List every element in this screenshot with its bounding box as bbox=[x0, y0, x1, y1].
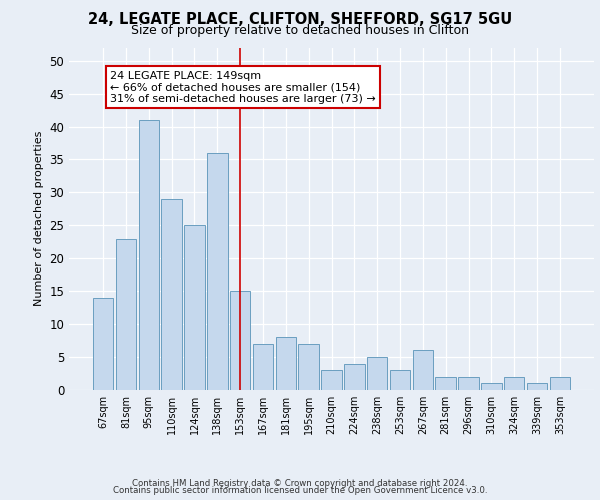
Bar bbox=[298, 344, 319, 390]
Bar bbox=[436, 377, 456, 390]
Bar bbox=[527, 384, 547, 390]
Bar bbox=[481, 384, 502, 390]
Bar bbox=[413, 350, 433, 390]
Bar bbox=[116, 238, 136, 390]
Bar bbox=[321, 370, 342, 390]
Bar bbox=[184, 226, 205, 390]
Text: Size of property relative to detached houses in Clifton: Size of property relative to detached ho… bbox=[131, 24, 469, 37]
Bar bbox=[390, 370, 410, 390]
Bar bbox=[275, 338, 296, 390]
Bar bbox=[550, 377, 570, 390]
Text: Contains HM Land Registry data © Crown copyright and database right 2024.: Contains HM Land Registry data © Crown c… bbox=[132, 478, 468, 488]
Bar bbox=[253, 344, 273, 390]
Bar bbox=[504, 377, 524, 390]
Bar bbox=[93, 298, 113, 390]
Y-axis label: Number of detached properties: Number of detached properties bbox=[34, 131, 44, 306]
Bar bbox=[139, 120, 159, 390]
Bar bbox=[344, 364, 365, 390]
Text: 24, LEGATE PLACE, CLIFTON, SHEFFORD, SG17 5GU: 24, LEGATE PLACE, CLIFTON, SHEFFORD, SG1… bbox=[88, 12, 512, 28]
Text: 24 LEGATE PLACE: 149sqm
← 66% of detached houses are smaller (154)
31% of semi-d: 24 LEGATE PLACE: 149sqm ← 66% of detache… bbox=[110, 70, 376, 104]
Bar bbox=[367, 357, 388, 390]
Bar bbox=[161, 199, 182, 390]
Bar bbox=[458, 377, 479, 390]
Bar bbox=[207, 153, 227, 390]
Text: Contains public sector information licensed under the Open Government Licence v3: Contains public sector information licen… bbox=[113, 486, 487, 495]
Bar bbox=[230, 291, 250, 390]
